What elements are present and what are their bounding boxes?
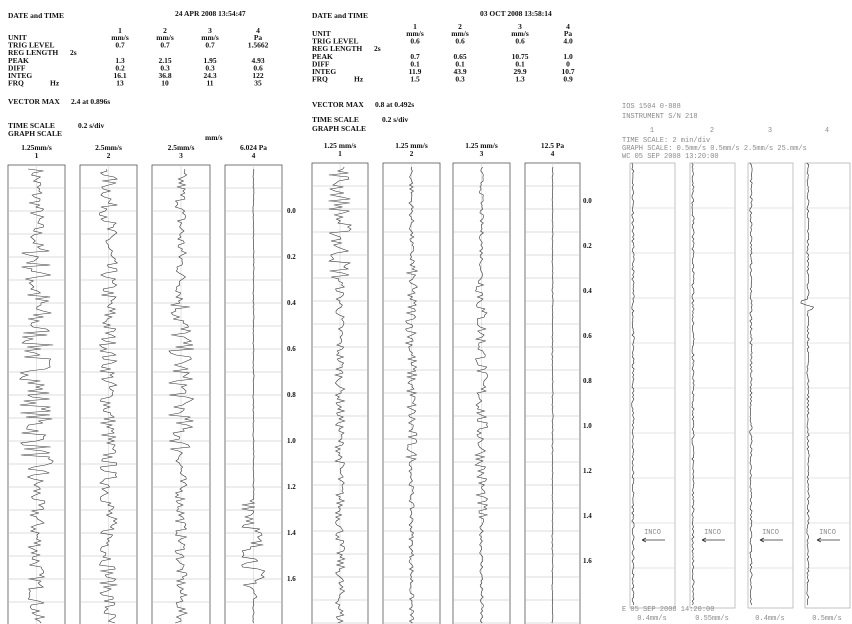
- marker-arrow: [702, 538, 725, 542]
- graph-scale-unit: mm/s: [205, 133, 223, 142]
- bottom-scale: 0.5mm/s: [812, 615, 841, 623]
- header-line: INSTRUMENT S/N 218: [622, 113, 698, 121]
- time-axis-label: 0.4: [583, 287, 592, 295]
- row-value: 0.9: [563, 75, 573, 84]
- waveform: [801, 163, 814, 605]
- channel-number: 1: [338, 149, 342, 158]
- time-axis-label: 0.8: [287, 391, 296, 399]
- title: DATE and TIME: [312, 11, 368, 20]
- row-value: 11: [206, 79, 213, 88]
- time-axis-label: 1.4: [583, 512, 592, 520]
- event-marker: INCO: [762, 529, 779, 537]
- time-scale: TIME SCALE: 2 min/div: [622, 137, 710, 145]
- row-value: 0.6: [515, 37, 525, 46]
- scan: DATE and TIME24 APR 2008 13:54:471234UNI…: [0, 0, 852, 624]
- channel-number: 4: [825, 127, 829, 135]
- channel-number: 1: [650, 127, 654, 135]
- vector-max: 0.8 at 0.492s: [375, 100, 414, 109]
- time-axis-label: 1.0: [583, 422, 592, 430]
- row-unit: Hz: [50, 79, 60, 88]
- channel-number: 4: [551, 149, 555, 158]
- row-value: 0.7: [115, 41, 125, 50]
- time-axis-label: 0.6: [583, 332, 592, 340]
- row-unit: Hz: [354, 75, 364, 84]
- marker-arrow: [760, 538, 783, 542]
- start-time: WC 05 SEP 2008 13:20:00: [622, 153, 719, 161]
- graph-scale: GRAPH SCALE: 0.5mm/s 0.5mm/s 2.5mm/s 25.…: [622, 145, 807, 153]
- page: DATE and TIME24 APR 2008 13:54:471234UNI…: [0, 0, 852, 624]
- event-marker: INCO: [704, 529, 721, 537]
- time-axis-label: 1.0: [287, 437, 296, 445]
- time-axis-label: 0.0: [287, 207, 296, 215]
- channel-number: 3: [768, 127, 772, 135]
- row-value: 0.7: [160, 41, 170, 50]
- row-value: 0.7: [205, 41, 215, 50]
- row-value: 0.6: [410, 37, 420, 46]
- channel-number: 4: [252, 151, 256, 160]
- time-scale: 0.2 s/div: [78, 121, 105, 130]
- time-axis-label: 1.6: [287, 575, 296, 583]
- title: DATE and TIME: [8, 11, 64, 20]
- time-axis-label: 0.6: [287, 345, 296, 353]
- trace-box: [630, 163, 675, 608]
- time-axis-label: 0.4: [287, 299, 296, 307]
- channel-number: 1: [35, 151, 39, 160]
- time-axis-label: 0.8: [583, 377, 592, 385]
- vector-max-label: VECTOR MAX: [312, 100, 364, 109]
- row-value: 0.6: [455, 37, 465, 46]
- row-value: 2s: [70, 48, 77, 57]
- row-label: FRQ: [8, 79, 24, 88]
- bottom-scale: 0.4mm/s: [755, 615, 784, 623]
- bottom-scale: 0.55mm/s: [695, 615, 729, 623]
- marker-arrow: [642, 538, 665, 542]
- row-value: 10: [161, 79, 169, 88]
- row-value: 4.0: [563, 37, 573, 46]
- row-value: 1.3: [515, 75, 525, 84]
- channel-number: 3: [480, 149, 484, 158]
- time-axis-label: 1.6: [583, 557, 592, 565]
- time-scale: 0.2 s/div: [382, 115, 409, 124]
- trace-box: [690, 163, 735, 608]
- row-value: 35: [254, 79, 262, 88]
- event-marker: INCO: [819, 529, 836, 537]
- datetime: 03 OCT 2008 13:58:14: [480, 9, 552, 18]
- waveform: [750, 163, 752, 605]
- waveform: [692, 163, 694, 605]
- bottom-scale: 0.4mm/s: [637, 615, 666, 623]
- graph-scale-label: GRAPH SCALE: [312, 124, 366, 133]
- time-axis-label: 0.2: [583, 242, 592, 250]
- row-value: 1.5662: [248, 41, 269, 50]
- row-value: 2s: [374, 44, 381, 53]
- row-label: FRQ: [312, 75, 328, 84]
- trace-box: [805, 163, 850, 608]
- time-axis-label: 0.2: [287, 253, 296, 261]
- time-axis-label: 1.2: [583, 467, 592, 475]
- graph-scale-label: GRAPH SCALE: [8, 129, 62, 138]
- channel-number: 2: [710, 127, 714, 135]
- trace-box: [748, 163, 793, 608]
- row-value: 13: [116, 79, 124, 88]
- row-value: 1.5: [410, 75, 420, 84]
- waveform: [242, 169, 265, 623]
- marker-arrow: [817, 538, 840, 542]
- time-axis-label: 0.0: [583, 197, 592, 205]
- datetime: 24 APR 2008 13:54:47: [175, 9, 246, 18]
- end-time: E 05 SEP 2008 14:20:00: [622, 606, 714, 614]
- time-axis-label: 1.2: [287, 483, 296, 491]
- time-axis-label: 1.4: [287, 529, 296, 537]
- channel-number: 2: [107, 151, 111, 160]
- channel-number: 2: [410, 149, 414, 158]
- vector-max: 2.4 at 0.896s: [71, 97, 110, 106]
- vector-max-label: VECTOR MAX: [8, 97, 60, 106]
- waveform: [632, 163, 634, 605]
- header-line: IOS 1504 0-888: [622, 103, 681, 111]
- event-marker: INCO: [644, 529, 661, 537]
- row-value: 0.3: [455, 75, 465, 84]
- time-scale-label: TIME SCALE: [312, 115, 359, 124]
- channel-number: 3: [179, 151, 183, 160]
